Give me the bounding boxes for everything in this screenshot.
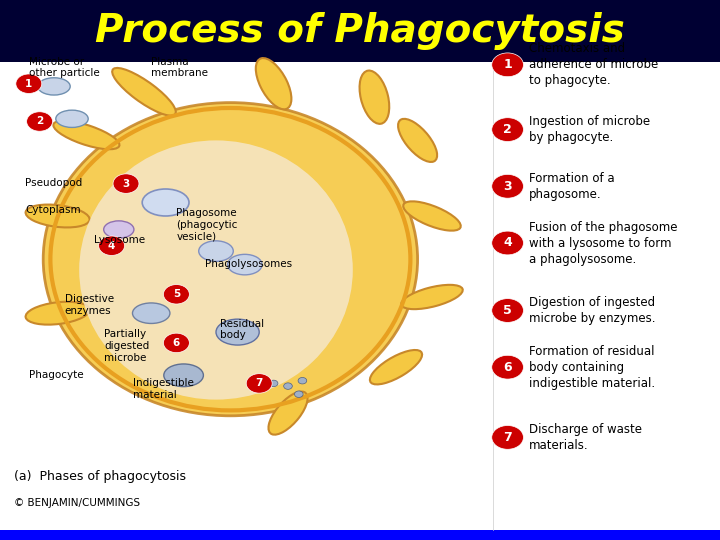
Ellipse shape [359, 71, 390, 124]
Ellipse shape [398, 119, 437, 162]
Text: Plasma
membrane: Plasma membrane [151, 57, 208, 78]
Text: Digestive
enzymes: Digestive enzymes [65, 294, 114, 316]
Text: Phagosome
(phagocytic
vesicle): Phagosome (phagocytic vesicle) [176, 208, 238, 241]
Ellipse shape [132, 303, 170, 323]
Text: 3: 3 [503, 180, 512, 193]
Text: 7: 7 [256, 379, 263, 388]
Circle shape [492, 426, 523, 449]
Text: Digestion of ingested
microbe by enzymes.: Digestion of ingested microbe by enzymes… [529, 296, 656, 325]
Circle shape [113, 174, 139, 193]
Text: Indigestible
material: Indigestible material [133, 378, 194, 400]
Ellipse shape [403, 201, 461, 231]
Text: Phagolysosomes: Phagolysosomes [205, 259, 292, 269]
Text: Fusion of the phagosome
with a lysosome to form
a phagolysosome.: Fusion of the phagosome with a lysosome … [529, 220, 678, 266]
Circle shape [298, 377, 307, 384]
Text: 1: 1 [503, 58, 512, 71]
Ellipse shape [26, 302, 89, 325]
Circle shape [246, 374, 272, 393]
Circle shape [492, 118, 523, 141]
Circle shape [492, 53, 523, 77]
Circle shape [163, 285, 189, 304]
Text: 5: 5 [503, 304, 512, 317]
Text: Microbe or
other particle: Microbe or other particle [29, 57, 99, 78]
Text: Pseudopod: Pseudopod [25, 178, 83, 188]
Text: Lysosome: Lysosome [94, 235, 145, 245]
Circle shape [99, 236, 125, 255]
Ellipse shape [79, 140, 353, 400]
Ellipse shape [37, 78, 71, 95]
Text: 2: 2 [503, 123, 512, 136]
Circle shape [492, 355, 523, 379]
Ellipse shape [269, 392, 307, 435]
Circle shape [16, 74, 42, 93]
Ellipse shape [216, 319, 259, 345]
Circle shape [284, 383, 292, 389]
FancyBboxPatch shape [0, 62, 720, 530]
Circle shape [492, 299, 523, 322]
Text: Cytoplasm: Cytoplasm [25, 205, 81, 215]
Text: Process of Phagocytosis: Process of Phagocytosis [95, 12, 625, 50]
Circle shape [294, 391, 303, 397]
Ellipse shape [163, 364, 204, 387]
Text: Residual
body: Residual body [220, 319, 264, 340]
Text: 3: 3 [122, 179, 130, 188]
Ellipse shape [401, 285, 463, 309]
FancyBboxPatch shape [0, 0, 720, 62]
Text: Phagocyte: Phagocyte [29, 370, 84, 380]
FancyBboxPatch shape [0, 530, 720, 540]
Text: Discharge of waste
materials.: Discharge of waste materials. [529, 423, 642, 452]
Text: 6: 6 [173, 338, 180, 348]
Ellipse shape [199, 241, 233, 261]
Ellipse shape [43, 103, 418, 416]
Ellipse shape [256, 58, 292, 109]
Text: Formation of residual
body containing
indigestible material.: Formation of residual body containing in… [529, 345, 655, 390]
Text: 4: 4 [108, 241, 115, 251]
Text: 7: 7 [503, 431, 512, 444]
Text: 5: 5 [173, 289, 180, 299]
Ellipse shape [142, 189, 189, 216]
Text: (a)  Phases of phagocytosis: (a) Phases of phagocytosis [14, 470, 186, 483]
Text: Formation of a
phagosome.: Formation of a phagosome. [529, 172, 615, 201]
Text: 1: 1 [25, 79, 32, 89]
Text: 4: 4 [503, 237, 512, 249]
Ellipse shape [56, 110, 89, 127]
Text: Chemotaxis and
adherence of microbe
to phagocyte.: Chemotaxis and adherence of microbe to p… [529, 42, 659, 87]
Text: Ingestion of microbe
by phagocyte.: Ingestion of microbe by phagocyte. [529, 115, 650, 144]
Text: 2: 2 [36, 117, 43, 126]
Ellipse shape [26, 205, 89, 227]
Ellipse shape [53, 121, 120, 149]
Circle shape [163, 333, 189, 353]
Ellipse shape [112, 68, 176, 116]
Circle shape [27, 112, 53, 131]
Text: 6: 6 [503, 361, 512, 374]
Ellipse shape [370, 350, 422, 384]
Ellipse shape [228, 254, 262, 275]
Circle shape [269, 380, 278, 387]
Circle shape [492, 231, 523, 255]
Text: Partially
digested
microbe: Partially digested microbe [104, 329, 150, 362]
Text: © BENJAMIN/CUMMINGS: © BENJAMIN/CUMMINGS [14, 497, 140, 508]
Ellipse shape [104, 221, 134, 238]
Circle shape [492, 174, 523, 198]
